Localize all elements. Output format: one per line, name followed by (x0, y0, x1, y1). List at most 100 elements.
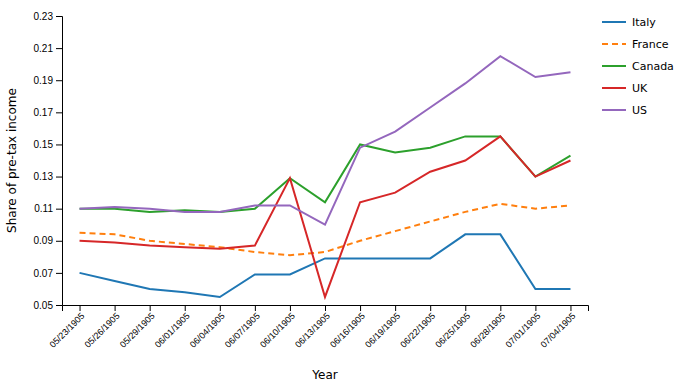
x-tick-label: 06/28/1905 (468, 311, 507, 350)
y-tick-label: 0.07 (34, 268, 54, 279)
legend-swatch (602, 43, 626, 45)
x-tick: 07/01/1905 (503, 305, 542, 350)
y-tick-mark (56, 48, 62, 49)
x-tick-mark (500, 305, 501, 311)
x-tick-label: 06/04/1905 (188, 311, 227, 350)
y-tick-label: 0.13 (34, 171, 54, 182)
x-tick-label: 06/01/1905 (153, 311, 192, 350)
y-tick-label: 0.11 (34, 203, 53, 214)
x-tick-mark (430, 305, 431, 311)
legend-label: UK (632, 82, 648, 95)
x-tick-label: 05/29/1905 (118, 311, 157, 350)
x-tick: 07/04/1905 (539, 305, 578, 350)
y-tick: 0.15 (34, 139, 62, 150)
y-tick-mark (56, 209, 62, 210)
y-tick-label: 0.23 (34, 11, 54, 22)
x-tick: 05/26/1905 (83, 305, 122, 350)
legend-swatch (602, 87, 626, 89)
x-tick: 05/29/1905 (118, 305, 157, 350)
x-tick-label: 06/10/1905 (258, 311, 297, 350)
x-tick-mark (325, 305, 326, 311)
legend-label: Italy (632, 16, 656, 29)
y-tick: 0.07 (34, 268, 62, 279)
y-tick: 0.05 (34, 300, 62, 311)
y-tick-label: 0.15 (34, 139, 54, 150)
y-axis-title: Share of pre-tax income (5, 88, 19, 233)
x-tick: 06/19/1905 (363, 305, 402, 350)
x-tick-mark (465, 305, 466, 311)
x-axis-title: Year (311, 368, 337, 382)
x-tick-mark (290, 305, 291, 311)
legend-label: Canada (632, 60, 674, 73)
y-axis: 0.05 0.07 0.09 0.11 0.13 0.15 0.17 0.19 0.21 0.23 (34, 11, 63, 311)
y-tick: 0.19 (34, 75, 62, 86)
legend-label: France (632, 38, 669, 51)
lines (80, 56, 571, 297)
x-tick-mark (360, 305, 361, 311)
legend-item: UK (602, 82, 648, 95)
x-tick-mark (255, 305, 256, 311)
y-axis-line (56, 17, 63, 306)
x-tick-label: 05/26/1905 (83, 311, 122, 350)
y-tick-label: 0.05 (34, 300, 54, 311)
legend-swatch (602, 109, 626, 111)
x-tick-mark (80, 305, 81, 311)
y-tick-label: 0.21 (34, 43, 54, 54)
x-tick-mark (570, 305, 571, 311)
x-tick: 06/25/1905 (433, 305, 472, 350)
series-line (80, 136, 571, 297)
y-tick: 0.23 (34, 11, 62, 22)
y-tick-mark (56, 144, 62, 145)
legend-item: France (602, 38, 669, 51)
x-tick-mark (220, 305, 221, 311)
x-tick: 06/22/1905 (398, 305, 437, 350)
series-line (80, 234, 571, 297)
x-tick-label: 06/07/1905 (223, 311, 262, 350)
x-tick: 06/04/1905 (188, 305, 227, 350)
legend-swatch (602, 21, 626, 23)
y-tick: 0.21 (34, 43, 62, 54)
x-axis: 05/23/190505/26/190505/29/190506/01/1905… (48, 305, 589, 350)
y-tick-mark (56, 305, 62, 306)
y-tick-label: 0.09 (34, 235, 54, 246)
y-tick-mark (56, 16, 62, 17)
y-tick-mark (56, 273, 62, 274)
x-tick: 06/10/1905 (258, 305, 297, 350)
x-tick-label: 07/04/1905 (539, 311, 578, 350)
y-tick-mark (56, 80, 62, 81)
x-tick-label: 06/25/1905 (433, 311, 472, 350)
legend: Italy France Canada UK US (602, 16, 674, 117)
x-tick: 06/07/1905 (223, 305, 262, 350)
x-tick-mark (535, 305, 536, 311)
x-axis-line (63, 306, 589, 312)
series-line (80, 136, 571, 211)
y-tick-label: 0.19 (34, 75, 54, 86)
legend-swatch (602, 65, 626, 67)
legend-label: US (632, 104, 647, 117)
x-tick-mark (185, 305, 186, 311)
x-tick: 05/23/1905 (48, 305, 87, 350)
x-tick-label: 06/13/1905 (293, 311, 332, 350)
y-tick-mark (56, 241, 62, 242)
y-tick: 0.09 (34, 235, 62, 246)
legend-item: US (602, 104, 647, 117)
x-tick-label: 06/22/1905 (398, 311, 437, 350)
x-tick-mark (395, 305, 396, 311)
y-tick-mark (56, 112, 62, 113)
y-tick-label: 0.17 (34, 107, 54, 118)
x-tick: 06/13/1905 (293, 305, 332, 350)
x-tick: 06/28/1905 (468, 305, 507, 350)
plot-area: 05/23/190505/26/190505/29/190506/01/1905… (34, 11, 589, 350)
x-tick: 06/16/1905 (328, 305, 367, 350)
x-tick-mark (150, 305, 151, 311)
legend-item: Italy (602, 16, 656, 29)
y-tick: 0.13 (34, 171, 62, 182)
x-tick-label: 07/01/1905 (503, 311, 542, 350)
x-tick: 06/01/1905 (153, 305, 192, 350)
y-tick: 0.11 (34, 203, 62, 214)
x-tick-mark (115, 305, 116, 311)
y-tick-mark (56, 177, 62, 178)
x-tick-label: 05/23/1905 (48, 311, 87, 350)
x-tick-label: 06/19/1905 (363, 311, 402, 350)
x-tick-label: 06/16/1905 (328, 311, 367, 350)
